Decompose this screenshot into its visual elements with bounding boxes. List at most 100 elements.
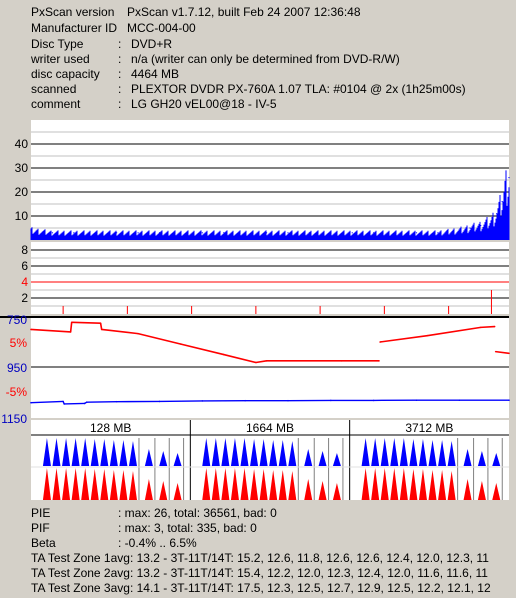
ta-blue-peak [159,451,168,466]
ta-red-peak [230,468,239,500]
ta-red-peak [492,483,501,500]
pie-data-point [330,232,332,234]
ta-blue-peak [62,438,71,466]
ta-red-peak [144,479,153,500]
pie-y-tick-label: 40 [15,137,29,151]
ta-red-peak [81,468,90,500]
pie-data-point [480,225,482,227]
ta-zone-label: 1664 MB [246,421,294,435]
ta-blue-peak [90,439,99,466]
ta-zone-label: 3712 MB [405,421,453,435]
pie-data-point [308,232,311,234]
beta-segment [255,360,267,364]
ta-blue-peak [418,439,427,466]
stat-key: PIE [31,506,51,520]
jitter-segment [30,400,64,404]
ta-red-peak [371,468,380,500]
ta-red-peak [119,470,128,500]
ta-red-peak [240,468,249,500]
ta-blue-peak [477,451,486,466]
ta-red-peak [202,468,211,500]
ta-red-peak [438,470,447,500]
ta-blue-peak [390,438,399,466]
pie-data-point [496,213,498,215]
info-value: PxScan v1.7.12, built Feb 24 2007 12:36:… [127,5,361,19]
ta-blue-peak [100,439,109,466]
beta-axis-label: 950 [7,361,27,375]
ta-red-peak [390,468,399,500]
ta-blue-peak [269,440,278,466]
jitter-segment [62,401,65,405]
ta-blue-peak [492,453,501,466]
info-key: writer used [31,52,90,66]
beta-segment [495,350,510,355]
stat-key: Beta [31,536,56,550]
ta-blue-peak [259,439,268,466]
info-value: LG GH20 vEL00@18 - IV-5 [131,97,277,111]
ta-blue-peak [447,441,456,466]
info-sep: : [118,82,122,96]
pie-data-point [469,227,471,229]
ta-blue-peak [463,449,472,466]
ta-blue-peak [361,438,370,466]
pie-data-point [158,232,161,234]
beta-segment [30,328,71,333]
pie-data-point [415,232,418,234]
ta-blue-peak [278,440,287,466]
pie-y-tick-label: 10 [15,209,29,223]
stat-value: : max: 3, total: 335, bad: 0 [118,521,257,535]
pie-y-tick-label: 30 [15,161,29,175]
pie-data-point [458,229,460,231]
pif-chart-bg [31,242,509,314]
ta-blue-peak [109,440,118,466]
jitter-segment [159,400,203,403]
ta-blue-peak [250,439,259,466]
ta-red-peak [100,469,109,500]
info-sep: : [118,52,122,66]
ta-red-peak [221,468,230,500]
scan-charts: 10 20 30 40 2 4 6 8 750 5% 950 -5% 1150 128 MB 1664 MB… [0,120,510,500]
ta-red-peak [318,481,327,500]
beta-segment [480,325,495,329]
ta-blue-peak [42,438,51,466]
pie-y-tick-label: 20 [15,185,29,199]
pie-data-point [51,232,54,234]
beta-segment [71,321,101,324]
info-sep: : [118,67,122,81]
ta-red-peak [278,470,287,500]
pie-data-point [116,232,118,234]
ta-chart-bg [31,420,509,500]
ta-blue-peak [202,438,211,466]
zone-text: TA Test Zone 3avg: 14.1 - 3T-11T/14T: 17… [31,581,491,595]
ta-blue-peak [399,438,408,466]
info-key: comment [31,97,81,111]
ta-blue-peak [380,438,389,466]
ta-blue-peak [428,440,437,466]
ta-red-peak [211,468,220,500]
ta-red-peak [62,468,71,500]
zone-row-2: TA Test Zone 2avg: 13.2 - 3T-11T/14T: 15… [0,566,516,581]
pif-y-tick-label: 8 [21,243,28,257]
ta-blue-peak [81,438,90,466]
pie-data-point [30,229,32,231]
ta-red-peak [418,469,427,500]
info-value: DVD+R [131,37,173,51]
ta-blue-peak [288,441,297,466]
pie-data-point [73,232,75,234]
beta-axis-label: 1150 [1,412,27,426]
beta-axis-label: 5% [10,336,28,350]
ta-red-peak [477,481,486,500]
pie-data-point [287,232,289,234]
stat-value: : -0.4% .. 6.5% [118,536,197,550]
ta-red-peak [159,481,168,500]
ta-blue-peak [371,438,380,466]
ta-blue-peak [304,449,313,466]
ta-red-peak [304,479,313,500]
pie-data-point [351,232,353,234]
ta-red-peak [269,470,278,500]
ta-red-peak [259,469,268,500]
pif-y-tick-label: 6 [21,259,28,273]
stat-row-beta: Beta : -0.4% .. 6.5% [0,536,516,551]
ta-red-peak [332,483,341,500]
ta-blue-peak [144,449,153,466]
